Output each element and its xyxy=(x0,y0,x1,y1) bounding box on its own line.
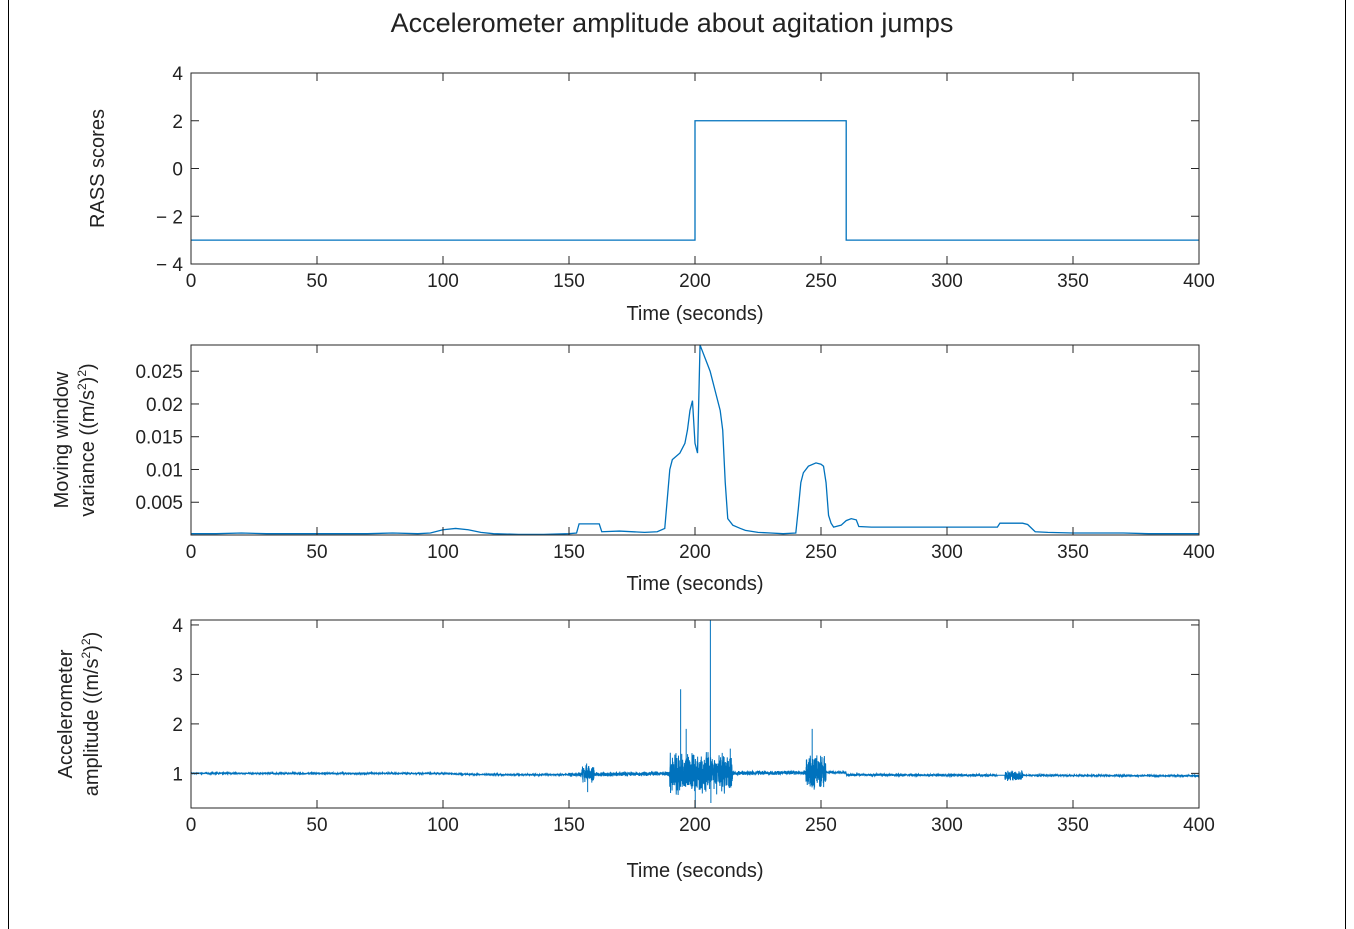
x-tick-label: 200 xyxy=(679,271,711,292)
y-tick-label: 0.01 xyxy=(146,460,183,481)
x-tick-label: 300 xyxy=(931,542,963,563)
y-tick-label: 1 xyxy=(172,764,183,785)
plot-area xyxy=(191,620,1199,808)
x-tick-label: 250 xyxy=(805,271,837,292)
series-line-1 xyxy=(191,620,1199,808)
y-tick-label: 0.025 xyxy=(135,362,183,383)
x-tick-label: 350 xyxy=(1057,271,1089,292)
y-tick-label: − 2 xyxy=(156,207,183,228)
figure-frame xyxy=(8,0,1346,929)
y-tick-label: 2 xyxy=(172,112,183,133)
x-axis-label: Time (seconds) xyxy=(626,860,763,882)
x-tick-label: 250 xyxy=(805,542,837,563)
subplot-1: 0 50 100 150 200 250 300 350 400 4 2 0 − 2 − 4 Time (s… xyxy=(87,64,1215,325)
x-tick-label: 150 xyxy=(553,542,585,563)
x-tick-label: 300 xyxy=(931,815,963,836)
x-tick-label: 150 xyxy=(553,815,585,836)
subplot-2: 0 50 100 150 200 250 300 350 400 0.025 0.02 0.015 0.… xyxy=(51,344,1215,595)
x-tick-label: 100 xyxy=(427,815,459,836)
x-tick-label: 150 xyxy=(553,271,585,292)
x-tick-label: 50 xyxy=(306,815,327,836)
x-tick-label: 400 xyxy=(1183,542,1215,563)
x-tick-label: 200 xyxy=(679,542,711,563)
y-tick-label: 4 xyxy=(172,616,183,637)
y-tick-label: 0.005 xyxy=(135,493,183,514)
y-axis-label-line2: variance ((m/s2)2) xyxy=(75,363,99,516)
x-axis-label: Time (seconds) xyxy=(626,573,763,595)
subplot-3: 0 50 100 150 200 250 300 350 400 4 3 2 1 Time (second… xyxy=(55,616,1215,882)
x-tick-label: 0 xyxy=(186,271,197,292)
x-tick-label: 200 xyxy=(679,815,711,836)
y-tick-label: 0 xyxy=(172,160,183,181)
y-tick-label: 3 xyxy=(172,665,183,686)
y-axis-label: RASS scores xyxy=(87,109,109,228)
y-tick-label: − 4 xyxy=(156,255,183,276)
y-tick-label: 0.02 xyxy=(146,395,183,416)
x-tick-label: 350 xyxy=(1057,815,1089,836)
y-axis-label-line2: amplitude ((m/s2)2) xyxy=(79,632,103,797)
figure-title: Accelerometer amplitude about agitation … xyxy=(391,8,954,38)
x-tick-label: 50 xyxy=(306,271,327,292)
y-tick-label: 4 xyxy=(172,64,183,85)
y-axis-label-line1: Accelerometer xyxy=(55,649,77,778)
plot-area xyxy=(191,120,1199,241)
series-line-1 xyxy=(191,120,1199,241)
series-line-1 xyxy=(191,345,1199,535)
y-tick-label: 0.015 xyxy=(135,428,183,449)
y-axis-label-line1: Moving window xyxy=(51,371,73,508)
x-tick-label: 250 xyxy=(805,815,837,836)
y-tick-label: 2 xyxy=(172,715,183,736)
x-tick-label: 350 xyxy=(1057,542,1089,563)
x-tick-label: 0 xyxy=(186,815,197,836)
x-tick-label: 400 xyxy=(1183,815,1215,836)
x-tick-label: 100 xyxy=(427,271,459,292)
x-tick-label: 300 xyxy=(931,271,963,292)
x-tick-label: 0 xyxy=(186,542,197,563)
x-tick-label: 50 xyxy=(306,542,327,563)
plot-area xyxy=(191,345,1199,535)
x-tick-label: 100 xyxy=(427,542,459,563)
x-axis-label: Time (seconds) xyxy=(626,303,763,325)
x-tick-label: 400 xyxy=(1183,271,1215,292)
